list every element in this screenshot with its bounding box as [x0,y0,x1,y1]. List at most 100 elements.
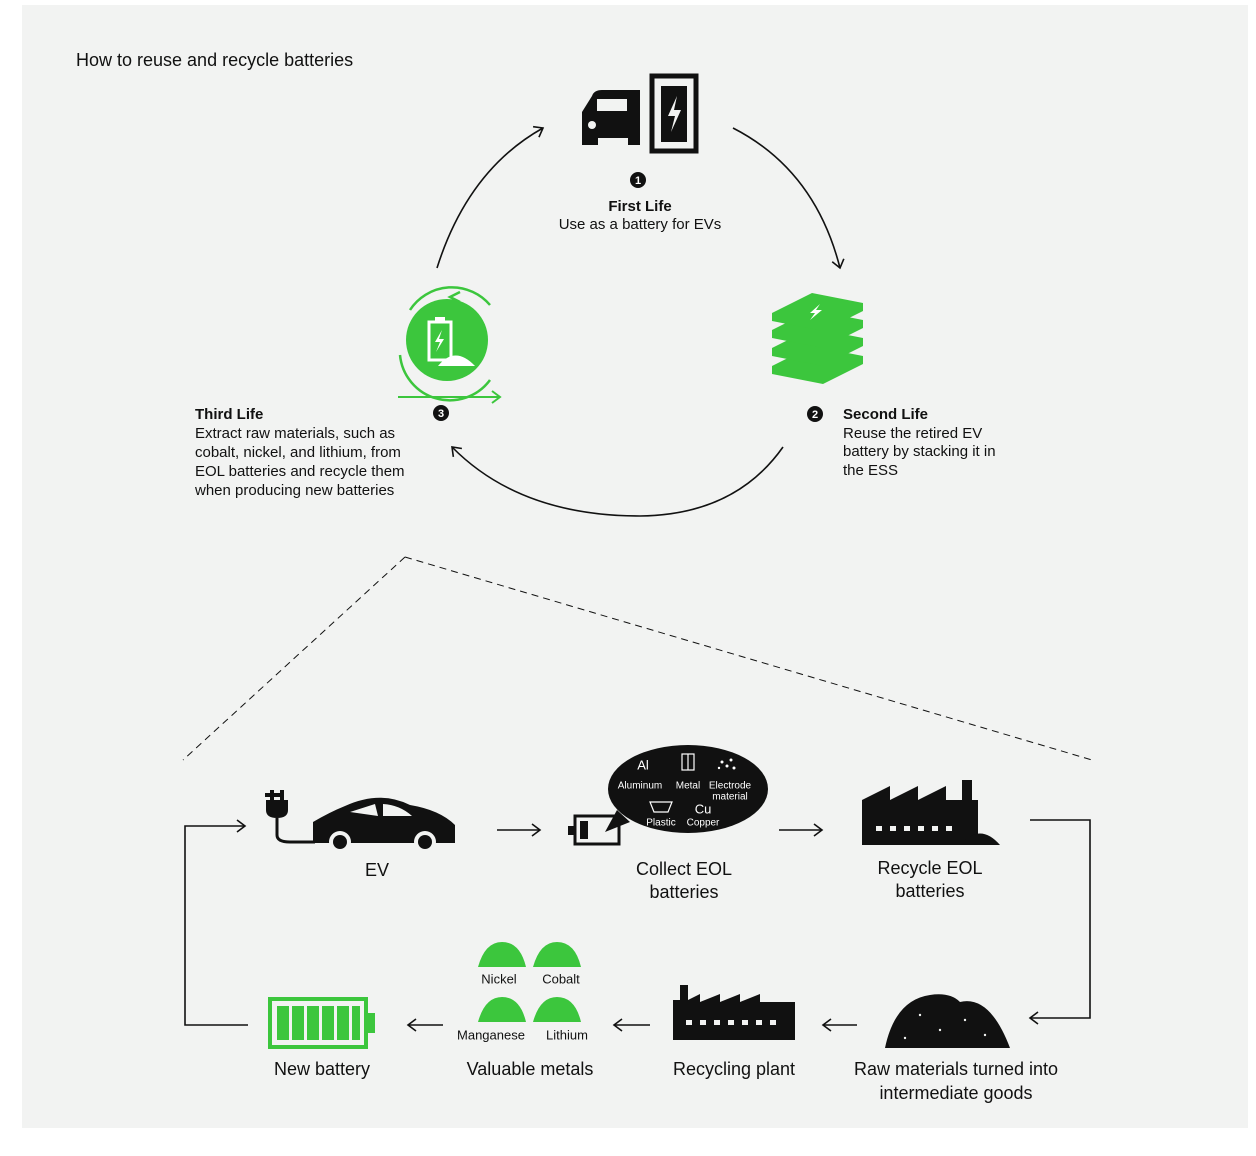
stage-description: Extract raw materials, such as [195,425,395,442]
panel [22,5,1248,1128]
icon-part [277,1006,289,1040]
stage-name: First Life [608,198,671,215]
icon-part [720,760,724,764]
icon-part [307,1006,319,1040]
icon-part [352,1006,360,1040]
process-label: New battery [274,1059,370,1079]
collect-icon-part [580,821,588,839]
stage-description: cobalt, nickel, and lithium, from [195,444,401,461]
icon-part [742,1020,748,1025]
icon-part [876,826,882,831]
icon-part [983,1033,987,1037]
stage-description: when producing new batteries [194,482,394,499]
cycle-arrows-part [436,125,545,269]
icon-part [728,1020,734,1025]
collect-icon-part [717,758,736,770]
title: How to reuse and recycle batteries [76,50,353,70]
cycle-arrows-part [732,127,845,270]
ess-stack-icon [772,293,863,384]
cycle-arrows-part [451,446,784,517]
stage-description: the ESS [843,462,898,479]
step-number: 2 [812,409,818,421]
ev-battery-icon-part [649,73,699,154]
icon-part [918,1013,922,1017]
recycle-icon-part [435,317,445,322]
icon-part [732,766,736,770]
icon-part [714,1020,720,1025]
icon-part [700,1020,706,1025]
metal-name: Manganese [457,1027,525,1042]
factory-icon [862,780,1000,845]
icon-part [946,826,952,831]
icon-part [686,1020,692,1025]
material-name: Plastic [646,818,675,829]
material-symbol: Cu [695,801,712,816]
metal-name: Lithium [546,1027,588,1042]
ev-icon-part [333,835,347,849]
icon-part [770,1020,776,1025]
ev-battery-icon-part [668,96,681,132]
ev-battery-icon-part [597,99,627,111]
process-label: Valuable metals [467,1059,594,1079]
process-label: batteries [649,882,718,902]
metal-name: Nickel [481,971,517,986]
raw-pile-icon-part [903,1013,987,1040]
process-label: Collect EOL [636,859,732,879]
process-label: Recycle EOL [877,858,982,878]
factory-icon-part [960,833,1000,845]
stage-description: Reuse the retired EV [843,425,982,442]
factory-icon-part [876,826,952,831]
icon-part [322,1006,334,1040]
process-label: Raw materials turned into [854,1059,1058,1079]
recycle-icon [398,286,502,404]
collect-icon-part [605,810,630,832]
raw-pile-icon [885,994,1010,1048]
icon-part [292,1006,304,1040]
flow-arrows [184,819,1091,1032]
plant-icon-part [673,985,795,1040]
metal-piles-part [478,942,526,967]
ev-battery-icon [582,73,699,154]
material-name: Metal [676,781,700,792]
zoom-lines [182,556,1093,761]
icon-part [932,826,938,831]
step-badge [433,405,449,421]
flow-arrows-part [184,819,248,1026]
collect-icon-part [649,801,673,813]
ev-icon-part [350,804,412,816]
icon-part [337,1006,349,1040]
recycle-icon-part [408,286,491,311]
plant-icon-part [686,1020,776,1025]
process-label: batteries [895,881,964,901]
ev-icon [265,790,455,853]
metal-piles-part [478,997,526,1022]
icon-part [890,826,896,831]
stage-name: Third Life [195,406,263,423]
process-label: intermediate goods [879,1083,1032,1103]
ev-icon-part [275,818,315,844]
material-name: material [712,792,748,803]
collect-icon [568,745,768,846]
stage-description: EOL batteries and recycle them [195,463,405,480]
collect-icon-part [568,826,575,835]
icon-part [729,758,733,762]
metal-piles [478,942,581,1022]
stage-description: battery by stacking it in [843,443,996,460]
recycle-icon-part [398,354,492,402]
icon-part [938,1028,942,1032]
stage-name: Second Life [843,406,928,423]
stage-description: Use as a battery for EVs [559,216,722,233]
new-battery-icon-part [277,1006,360,1040]
plant-icon [673,985,795,1040]
icon-part [903,1036,907,1040]
material-name: Copper [687,818,720,829]
icon-part [918,826,924,831]
ev-icon-part [265,790,284,800]
new-battery-icon-part [268,997,368,1049]
recycle-icon-part [438,355,475,366]
icon-part [717,766,721,770]
ev-icon-part [313,797,455,843]
metal-piles-part [533,942,581,967]
icon-part [725,764,729,768]
material-name: Electrode [709,781,752,792]
